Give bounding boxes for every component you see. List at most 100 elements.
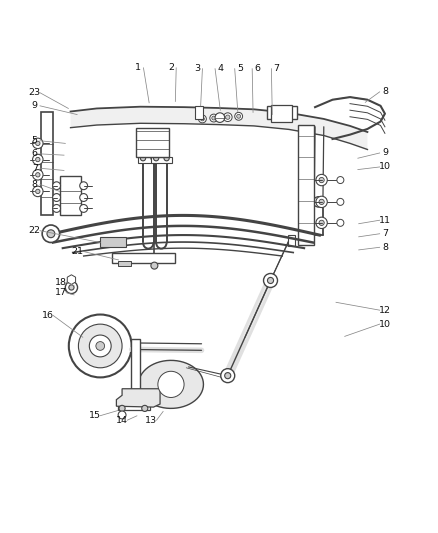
Text: 9: 9 <box>382 149 388 157</box>
Circle shape <box>212 116 216 120</box>
Text: 13: 13 <box>145 416 157 425</box>
Circle shape <box>210 114 218 122</box>
Polygon shape <box>67 275 76 285</box>
Bar <box>297 125 314 245</box>
Text: 16: 16 <box>42 311 54 320</box>
Circle shape <box>198 115 206 123</box>
Circle shape <box>235 112 243 120</box>
Text: 1: 1 <box>135 63 141 72</box>
Text: 22: 22 <box>29 226 41 235</box>
Circle shape <box>32 138 43 149</box>
Circle shape <box>35 157 40 161</box>
Bar <box>267 106 297 119</box>
Circle shape <box>313 197 324 207</box>
Circle shape <box>268 277 274 284</box>
Text: 7: 7 <box>274 64 279 73</box>
Circle shape <box>80 205 88 212</box>
Circle shape <box>164 156 169 161</box>
Circle shape <box>316 217 327 229</box>
Text: 14: 14 <box>116 416 128 425</box>
Circle shape <box>69 285 74 290</box>
Text: 9: 9 <box>32 101 38 110</box>
Bar <box>195 106 203 119</box>
Circle shape <box>223 113 232 122</box>
Bar <box>288 235 294 246</box>
Bar <box>131 338 141 389</box>
Bar <box>100 237 126 247</box>
Circle shape <box>96 342 105 350</box>
Text: 8: 8 <box>382 243 388 252</box>
Circle shape <box>215 113 225 123</box>
Circle shape <box>264 273 278 287</box>
Bar <box>112 253 175 263</box>
Circle shape <box>225 373 231 379</box>
Text: 10: 10 <box>379 320 391 329</box>
Bar <box>41 112 53 215</box>
Text: 10: 10 <box>379 163 391 172</box>
Bar <box>60 176 81 215</box>
Text: 4: 4 <box>217 64 223 73</box>
Circle shape <box>319 199 324 205</box>
Bar <box>118 261 131 265</box>
Polygon shape <box>117 389 160 407</box>
Text: 6: 6 <box>32 149 38 158</box>
Circle shape <box>158 372 184 398</box>
Bar <box>271 105 292 122</box>
Circle shape <box>42 225 60 243</box>
Circle shape <box>151 262 158 269</box>
Text: 2: 2 <box>168 63 174 72</box>
Bar <box>138 157 159 164</box>
Text: 21: 21 <box>71 247 83 256</box>
Circle shape <box>141 156 146 161</box>
Circle shape <box>32 154 43 165</box>
Circle shape <box>316 174 327 185</box>
Text: 7: 7 <box>382 229 388 238</box>
Circle shape <box>151 156 156 161</box>
Polygon shape <box>138 360 204 408</box>
Circle shape <box>80 193 88 201</box>
Circle shape <box>69 314 132 377</box>
Circle shape <box>153 156 159 161</box>
Text: 7: 7 <box>32 164 38 173</box>
Circle shape <box>221 369 235 383</box>
Circle shape <box>337 220 344 227</box>
Circle shape <box>78 324 122 368</box>
Circle shape <box>142 405 148 411</box>
Circle shape <box>32 169 43 180</box>
Circle shape <box>337 176 344 183</box>
Text: 12: 12 <box>379 305 391 314</box>
Text: 23: 23 <box>28 88 41 97</box>
Text: 15: 15 <box>88 411 101 421</box>
Text: 5: 5 <box>32 136 38 146</box>
Circle shape <box>35 173 40 177</box>
Bar <box>136 128 169 157</box>
Circle shape <box>319 177 324 183</box>
Circle shape <box>118 411 126 419</box>
Circle shape <box>237 115 240 118</box>
Circle shape <box>53 205 60 212</box>
Text: 6: 6 <box>254 64 261 73</box>
Circle shape <box>316 196 327 207</box>
Circle shape <box>89 335 111 357</box>
Circle shape <box>119 405 125 411</box>
Text: 17: 17 <box>55 288 67 297</box>
Bar <box>118 402 150 410</box>
Circle shape <box>53 193 60 201</box>
Circle shape <box>201 117 205 121</box>
Circle shape <box>32 186 43 197</box>
Text: 18: 18 <box>55 278 67 287</box>
Circle shape <box>35 189 40 193</box>
Text: 11: 11 <box>379 216 391 225</box>
Circle shape <box>80 182 88 190</box>
Text: 8: 8 <box>382 87 388 96</box>
Text: 5: 5 <box>237 64 243 73</box>
Circle shape <box>53 182 60 190</box>
Circle shape <box>35 141 40 146</box>
Text: 3: 3 <box>194 64 200 73</box>
Circle shape <box>319 220 324 225</box>
Circle shape <box>226 115 230 119</box>
Bar <box>151 157 172 164</box>
Polygon shape <box>71 107 367 149</box>
Text: 8: 8 <box>32 180 38 189</box>
Circle shape <box>47 230 55 238</box>
